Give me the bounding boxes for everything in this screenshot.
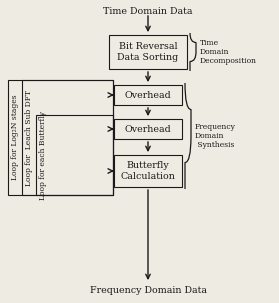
Text: Loop for  Leach Sub DFT: Loop for Leach Sub DFT bbox=[25, 89, 33, 185]
Bar bbox=[114, 85, 182, 105]
Text: Overhead: Overhead bbox=[125, 125, 171, 134]
Bar bbox=[114, 155, 182, 187]
Text: Loop for Log₂N stages: Loop for Log₂N stages bbox=[11, 95, 19, 180]
Bar bbox=[36, 115, 113, 195]
Text: Time
Domain
Decomposition: Time Domain Decomposition bbox=[200, 39, 257, 65]
Text: Butterfly
Calculation: Butterfly Calculation bbox=[121, 161, 175, 181]
Text: Frequency
Domain
 Synthesis: Frequency Domain Synthesis bbox=[195, 123, 236, 149]
Text: Bit Reversal
Data Sorting: Bit Reversal Data Sorting bbox=[117, 42, 179, 62]
Bar bbox=[22, 80, 113, 195]
Bar bbox=[114, 119, 182, 139]
Text: Time Domain Data: Time Domain Data bbox=[103, 7, 193, 16]
Text: Frequency Domain Data: Frequency Domain Data bbox=[90, 286, 206, 295]
Text: Loop for each Butterfly: Loop for each Butterfly bbox=[39, 111, 47, 199]
Text: Overhead: Overhead bbox=[125, 91, 171, 99]
Bar bbox=[8, 80, 113, 195]
Bar bbox=[109, 35, 187, 69]
